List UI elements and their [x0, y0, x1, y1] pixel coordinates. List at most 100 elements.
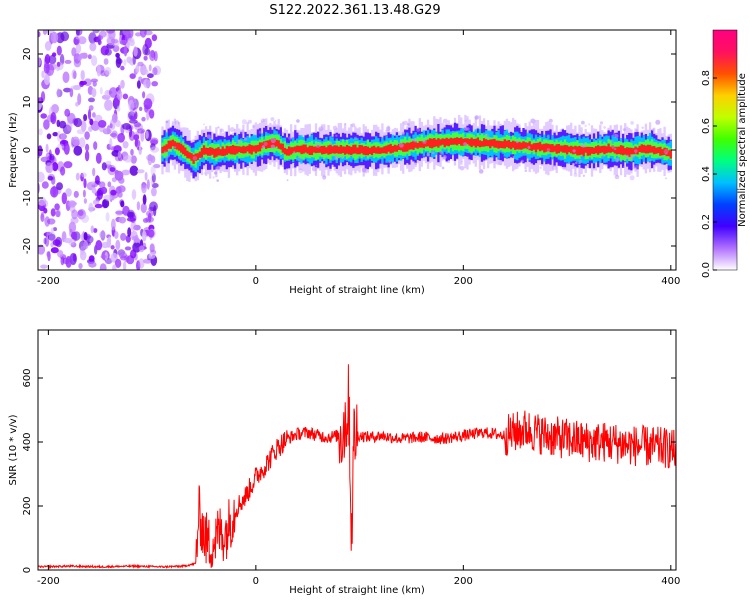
halo-speck [318, 126, 324, 132]
noise-blob [150, 165, 156, 176]
halo-speck [175, 161, 179, 164]
y-tick-label: 400 [22, 432, 33, 451]
halo-speck [247, 119, 252, 124]
noise-blob [40, 211, 45, 222]
halo-speck [163, 150, 167, 154]
halo-speck [329, 143, 332, 146]
noise-blob [87, 109, 92, 120]
halo-speck [478, 169, 484, 174]
halo-speck [485, 133, 490, 138]
halo-speck [512, 155, 515, 158]
noise-blob [143, 55, 148, 61]
noise-blob [73, 145, 83, 156]
noise-blob [103, 127, 113, 134]
noise-blob [87, 54, 92, 60]
halo-speck [416, 127, 421, 132]
noise-blob [65, 256, 72, 268]
noise-blob [146, 110, 150, 121]
y-tick-label: -10 [22, 190, 33, 206]
noise-blob [38, 171, 45, 183]
halo-speck [573, 173, 578, 177]
halo-speck [167, 148, 170, 151]
noise-blob [54, 203, 60, 211]
noise-blob [128, 99, 135, 111]
halo-speck [315, 164, 318, 167]
noise-blob [81, 172, 87, 178]
halo-speck [270, 144, 276, 149]
noise-blob [63, 87, 72, 93]
noise-blob [54, 147, 60, 156]
noise-blob [97, 34, 101, 46]
snr-y-axis-label: SNR (10 * v/v) [8, 414, 19, 485]
halo-speck [603, 126, 606, 129]
noise-blob [88, 32, 97, 44]
noise-blob [76, 30, 80, 37]
noise-blob [103, 58, 109, 65]
noise-blob [131, 189, 137, 200]
noise-blob [109, 87, 118, 98]
halo-speck [599, 121, 604, 125]
noise-blob [153, 205, 157, 217]
noise-blob [136, 260, 141, 270]
noise-blob [63, 237, 73, 244]
halo-speck [582, 174, 586, 177]
noise-blob [94, 203, 103, 209]
noise-blob [70, 85, 79, 90]
noise-blob [92, 199, 100, 205]
noise-blob [45, 162, 54, 174]
noise-blob [53, 227, 57, 232]
noise-blob [48, 54, 57, 65]
y-tick-label: 200 [22, 496, 33, 515]
noise-blob [138, 258, 145, 269]
noise-blob [93, 141, 98, 150]
halo-speck [203, 172, 206, 175]
noise-blob [129, 214, 137, 223]
halo-speck [212, 176, 215, 179]
noise-blob [99, 87, 103, 95]
noise-blob [56, 88, 60, 98]
noise-blob [114, 258, 122, 268]
snr-x-axis-label: Height of straight line (km) [289, 585, 425, 596]
noise-blob [153, 65, 162, 76]
noise-blob [73, 58, 82, 68]
halo-speck [431, 151, 435, 155]
noise-blob [118, 216, 127, 224]
halo-speck [520, 159, 524, 163]
noise-blob [50, 112, 57, 125]
noise-blob [40, 113, 47, 119]
halo-speck [613, 147, 617, 151]
noise-blob [143, 79, 152, 89]
halo-speck [263, 141, 268, 146]
noise-blob [79, 250, 87, 261]
noise-blob [115, 239, 121, 250]
y-tick-label: -20 [22, 238, 33, 254]
noise-blob [77, 93, 82, 106]
noise-blob [147, 229, 155, 238]
halo-speck [474, 156, 476, 159]
noise-blob [117, 191, 123, 198]
noise-blob [124, 246, 132, 251]
noise-blob [55, 32, 65, 44]
halo-speck [270, 137, 276, 143]
noise-blob [116, 105, 121, 112]
halo-speck [614, 174, 620, 180]
halo-speck [442, 154, 447, 160]
halo-speck [464, 127, 468, 131]
noise-blob [68, 200, 77, 208]
noise-blob [41, 181, 49, 189]
noise-blob [75, 35, 81, 40]
halo-speck [311, 166, 317, 172]
halo-speck [562, 166, 567, 171]
noise-blob [144, 47, 151, 56]
noise-blob [91, 55, 98, 67]
halo-speck [332, 125, 338, 130]
halo-speck [634, 165, 640, 170]
noise-blob [112, 44, 120, 53]
noise-blob [122, 205, 130, 216]
y-tick-label: 600 [22, 368, 33, 387]
noise-blob [40, 264, 48, 269]
halo-speck [651, 141, 654, 144]
noise-blob [123, 155, 133, 163]
halo-speck [243, 137, 248, 141]
halo-speck [336, 157, 339, 161]
